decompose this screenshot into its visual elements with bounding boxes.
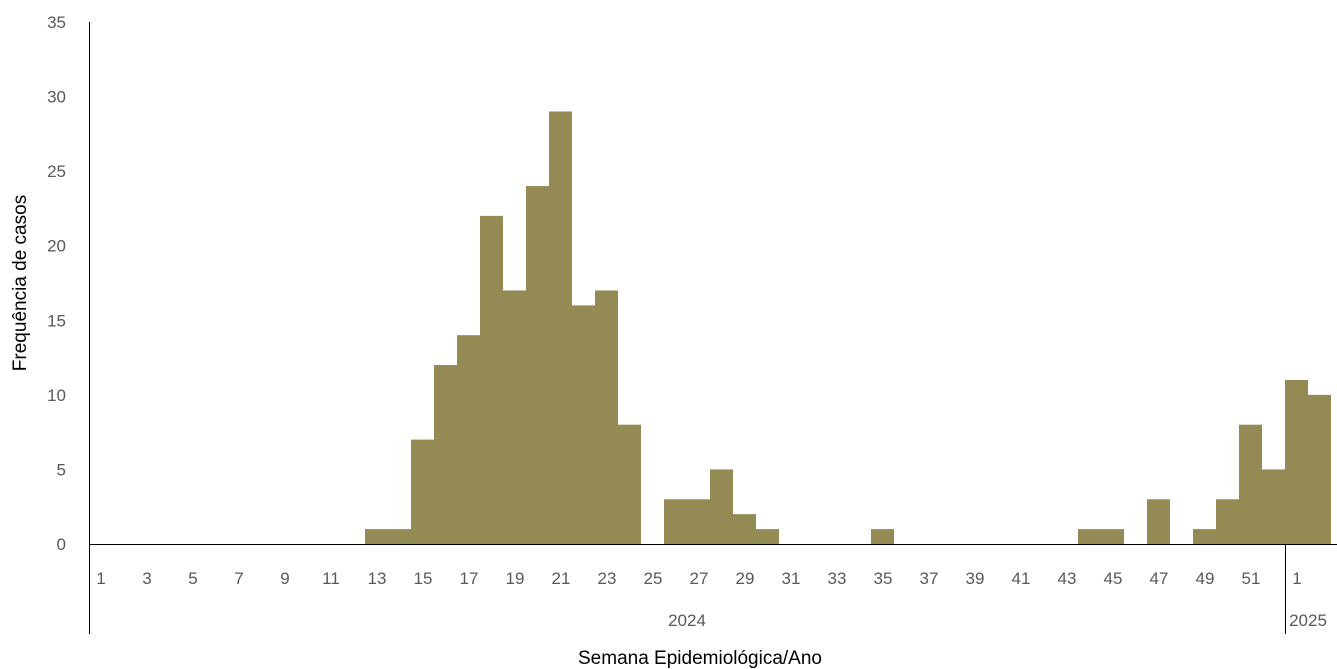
- bar: [710, 469, 733, 544]
- x-tick-label: 17: [460, 569, 479, 588]
- x-tick-label: 29: [736, 569, 755, 588]
- x-tick-label: 31: [782, 569, 801, 588]
- x-tick-label: 51: [1242, 569, 1261, 588]
- bar: [457, 335, 480, 544]
- bar: [1101, 529, 1124, 544]
- bar: [572, 305, 595, 544]
- bar: [1147, 499, 1170, 544]
- x-axis-ticks: 1 3 5 7 9 11 13 15 17 19 21 23 25 27 29 31 33 35 37 39 41 43 4…: [96, 569, 1301, 588]
- x-tick-label: 37: [920, 569, 939, 588]
- x-tick-label: 1: [96, 569, 105, 588]
- x-tick-label: 9: [280, 569, 289, 588]
- year-label: 2025: [1289, 611, 1327, 630]
- bar: [1239, 424, 1262, 544]
- x-tick-label: 43: [1058, 569, 1077, 588]
- y-axis-ticks: 0 5 10 15 20 25 30 35: [47, 13, 66, 554]
- bar: [687, 499, 710, 544]
- bar: [411, 439, 434, 544]
- x-tick-label: 25: [644, 569, 663, 588]
- x-tick-label: 13: [368, 569, 387, 588]
- bar: [1216, 499, 1239, 544]
- bars: [365, 111, 1331, 545]
- bar: [618, 424, 641, 544]
- bar: [1262, 469, 1285, 544]
- bar: [1078, 529, 1101, 544]
- bar: [756, 529, 779, 544]
- x-tick-label: 41: [1012, 569, 1031, 588]
- bar: [480, 215, 503, 544]
- y-axis-title: Frequência de casos: [10, 195, 31, 371]
- y-tick-label: 10: [47, 386, 66, 405]
- x-tick-label: 5: [188, 569, 197, 588]
- x-tick-label: 19: [506, 569, 525, 588]
- x-tick-label: 1: [1292, 569, 1301, 588]
- x-tick-label: 3: [142, 569, 151, 588]
- y-tick-label: 5: [57, 460, 66, 479]
- x-tick-label: 7: [234, 569, 243, 588]
- x-axis-groups: 2024 2025: [89, 544, 1327, 634]
- y-tick-label: 0: [57, 535, 66, 554]
- bar: [503, 290, 526, 544]
- x-tick-label: 33: [828, 569, 847, 588]
- y-tick-label: 35: [47, 13, 66, 32]
- y-tick-label: 15: [47, 311, 66, 330]
- y-tick-label: 20: [47, 237, 66, 256]
- y-tick-label: 25: [47, 162, 66, 181]
- x-tick-label: 45: [1104, 569, 1123, 588]
- bar: [595, 290, 618, 544]
- bar: [1308, 394, 1331, 544]
- year-label: 2024: [668, 611, 706, 630]
- x-axis-title: Semana Epidemiológica/Ano: [578, 648, 822, 669]
- bar: [549, 111, 572, 544]
- x-tick-label: 21: [552, 569, 571, 588]
- bar: [871, 529, 894, 544]
- bar: [664, 499, 687, 544]
- bar: [365, 529, 388, 544]
- x-tick-label: 27: [690, 569, 709, 588]
- bar: [1285, 379, 1308, 544]
- x-tick-label: 35: [874, 569, 893, 588]
- bar: [434, 365, 457, 544]
- bar: [388, 529, 411, 544]
- x-tick-label: 39: [966, 569, 985, 588]
- bar: [526, 186, 549, 545]
- x-tick-label: 49: [1196, 569, 1215, 588]
- x-tick-label: 23: [598, 569, 617, 588]
- x-tick-label: 47: [1150, 569, 1169, 588]
- y-tick-label: 30: [47, 88, 66, 107]
- bar: [1193, 529, 1216, 544]
- x-tick-label: 15: [414, 569, 433, 588]
- x-tick-label: 11: [322, 569, 340, 588]
- bar: [733, 514, 756, 544]
